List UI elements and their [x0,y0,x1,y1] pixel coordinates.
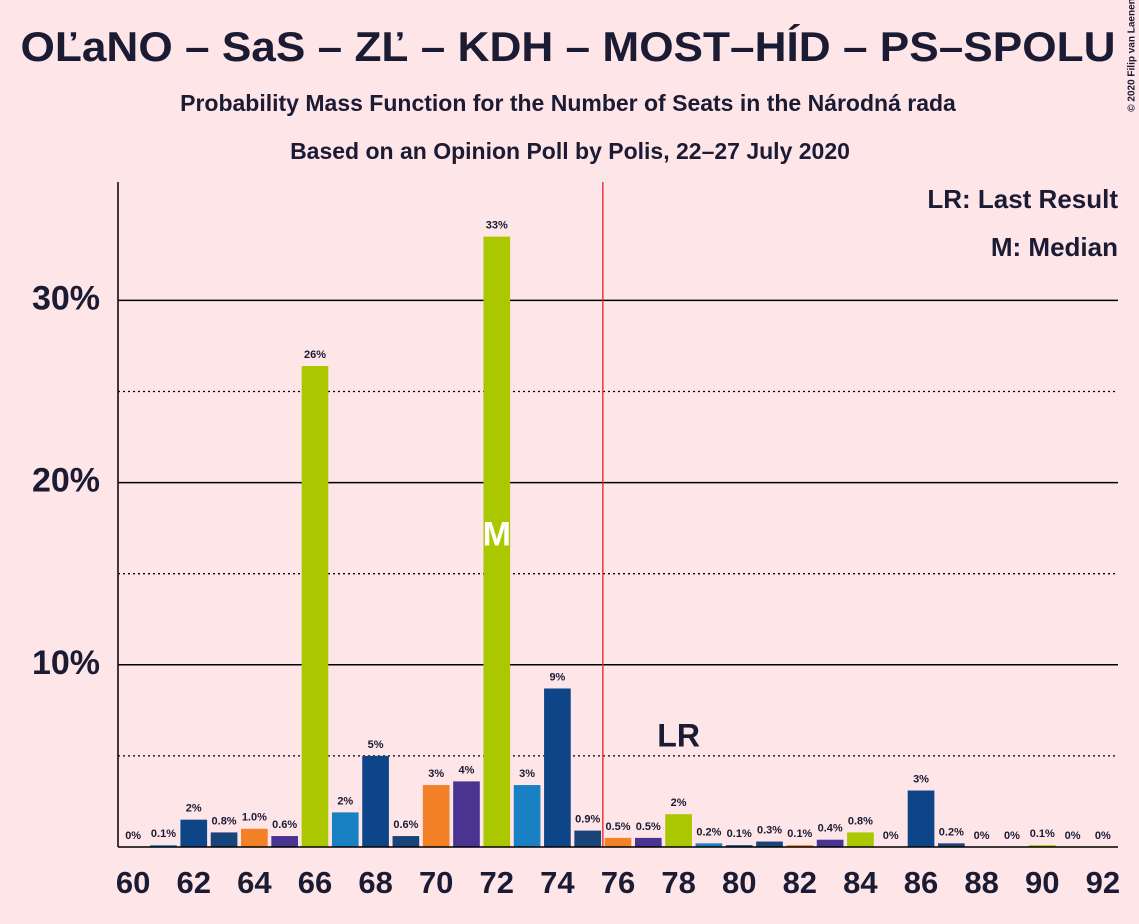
x-tick-label: 86 [904,865,938,900]
x-tick-label: 74 [540,865,575,900]
bar [150,845,177,847]
legend-entry: M: Median [991,232,1118,262]
y-tick-label: 10% [32,644,100,682]
value-label: 3% [428,768,444,780]
median-marker: M [483,515,511,553]
bar [756,841,783,847]
last-result-marker: LR [657,718,700,754]
value-label: 9% [549,671,565,683]
value-label: 0.6% [272,819,297,831]
bar [301,366,329,847]
bar [422,785,450,847]
bar [725,845,753,847]
value-label: 0.4% [818,823,843,835]
x-tick-label: 80 [722,865,756,900]
bar [604,837,632,847]
value-label: 3% [519,768,535,780]
value-label: 0% [883,830,899,842]
value-label: 33% [486,220,508,232]
value-label: 0.8% [848,815,873,827]
x-tick-label: 68 [358,865,392,900]
value-label: 0% [1065,830,1081,842]
value-label: 0.5% [636,821,661,833]
bar [241,828,268,847]
x-tick-label: 72 [480,865,514,900]
value-label: 0.9% [575,814,600,826]
bar [513,785,541,847]
value-label: 0.5% [605,821,630,833]
bar [816,839,844,847]
bar [453,781,480,847]
value-label: 26% [304,349,326,361]
value-label: 0.8% [212,815,237,827]
x-tick-label: 88 [964,865,998,900]
x-tick-label: 84 [843,865,878,900]
x-tick-label: 78 [661,865,695,900]
chart-subtitle: Probability Mass Function for the Number… [180,90,956,116]
x-tick-label: 92 [1086,865,1120,900]
x-tick-label: 66 [298,865,332,900]
copyright: © 2020 Filip van Laenen [1127,0,1138,112]
x-tick-label: 60 [116,865,150,900]
value-label: 0.1% [1030,828,1055,840]
value-label: 1.0% [242,812,267,824]
bar [331,812,359,847]
bar [665,814,692,847]
value-label: 5% [368,739,384,751]
value-label: 3% [913,773,929,785]
chart-subtitle: Based on an Opinion Poll by Polis, 22–27… [290,138,850,164]
bar [938,843,965,847]
value-label: 0% [125,830,141,842]
bar [574,830,602,847]
y-tick-label: 20% [32,462,100,500]
bar [180,819,208,847]
bar [483,236,511,847]
chart-title: OĽaNO – SaS – ZĽ – KDH – MOST–HÍD – PS–S… [21,23,1116,70]
bar [695,843,723,847]
x-tick-label: 82 [783,865,817,900]
bar [392,836,420,847]
value-label: 0% [1004,830,1020,842]
value-label: 0% [974,830,990,842]
bar [210,832,238,847]
x-tick-label: 90 [1025,865,1059,900]
x-tick-label: 64 [237,865,272,900]
value-label: 0.3% [757,824,782,836]
bar [271,836,298,847]
value-label: 2% [671,797,687,809]
value-label: 0.1% [151,828,176,840]
value-label: 0.2% [696,826,721,838]
bar [907,790,935,847]
bar [786,845,814,847]
x-tick-label: 76 [601,865,635,900]
value-label: 2% [186,803,202,815]
legend-entry: LR: Last Result [927,184,1118,214]
bar [847,832,874,847]
bar [362,755,389,847]
value-label: 0.1% [727,828,752,840]
bar [544,688,571,847]
value-label: 2% [337,795,353,807]
value-label: 0.1% [787,828,812,840]
y-tick-label: 30% [32,279,100,317]
value-label: 4% [459,764,475,776]
bar [1028,845,1056,847]
value-label: 0% [1095,830,1111,842]
x-tick-label: 62 [177,865,211,900]
bar [634,837,662,847]
x-tick-label: 70 [419,865,453,900]
value-label: 0.2% [939,826,964,838]
value-label: 0.6% [393,819,418,831]
